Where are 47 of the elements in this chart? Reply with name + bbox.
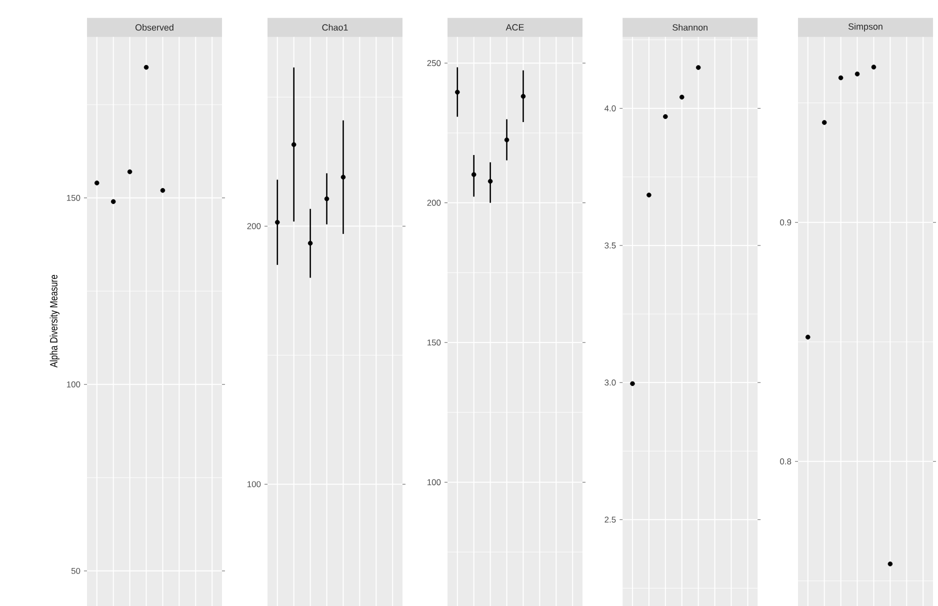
point [679, 94, 684, 100]
y-tick-label: 3.5 [604, 242, 616, 248]
y-tick-label: 2.5 [604, 516, 616, 523]
point [888, 562, 893, 566]
y-tick-label: 100 [247, 481, 261, 488]
point [454, 90, 460, 95]
point [144, 64, 149, 70]
point [663, 114, 668, 119]
y-tick-label: 4.0 [604, 105, 616, 112]
chart-title: Observed [135, 24, 174, 31]
y-tick-label: 150 [66, 194, 80, 201]
y-tick-label: 0.8 [780, 458, 792, 464]
y-tick-label: 150 [427, 340, 441, 346]
point [822, 120, 827, 125]
y-axis-title: Alpha Diversity Measure [50, 274, 60, 368]
point [630, 381, 635, 386]
point [696, 65, 701, 70]
point [110, 199, 116, 204]
y-tick-label: 0.9 [780, 219, 792, 226]
point [324, 196, 330, 202]
point [520, 94, 526, 99]
point [274, 220, 280, 225]
point [160, 188, 166, 193]
y-tick-label: 250 [427, 60, 441, 66]
point [471, 172, 476, 177]
chart-title: Shannon [672, 24, 708, 31]
point [488, 178, 493, 184]
point [854, 72, 860, 76]
point [291, 142, 296, 148]
point [308, 240, 313, 246]
y-tick-label: 100 [66, 381, 80, 388]
y-tick-label: 200 [247, 223, 261, 230]
point [94, 180, 100, 186]
chart-title: Chao1 [322, 24, 348, 31]
y-tick-label: 100 [427, 479, 441, 486]
y-tick-label: 50 [71, 568, 80, 574]
chart-title: ACE [506, 24, 524, 30]
point [340, 174, 346, 180]
point [838, 75, 844, 80]
y-tick-label: 200 [427, 200, 441, 206]
point [504, 138, 510, 142]
point [805, 334, 810, 340]
point [871, 64, 876, 70]
chart-title: Simpson [848, 23, 882, 32]
y-tick-label: 3.0 [604, 380, 616, 386]
point [646, 192, 652, 198]
point [127, 169, 132, 174]
